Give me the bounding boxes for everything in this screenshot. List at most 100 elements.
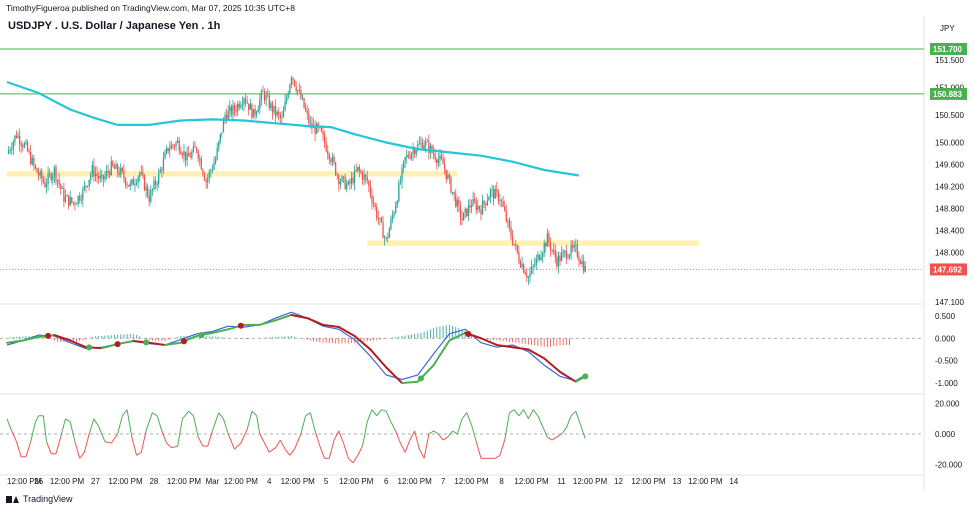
- candle-body: [358, 166, 360, 171]
- stoch-segment: [34, 415, 40, 423]
- stoch-segment: [542, 426, 548, 438]
- candle-body: [504, 206, 506, 211]
- candle-body: [376, 207, 378, 218]
- candle-body: [347, 181, 349, 185]
- macd-cross-marker: [198, 332, 205, 339]
- time-tick-label: 12:00 PM: [631, 477, 666, 486]
- candle-body: [7, 150, 10, 154]
- candle-body: [575, 244, 577, 246]
- macd-signal-segment: [258, 319, 277, 326]
- stoch-segment: [527, 409, 534, 420]
- candle-body: [131, 179, 133, 184]
- supply-zone: [7, 171, 458, 177]
- price-tick-label: 148.000: [935, 249, 964, 258]
- stoch-segment: [136, 451, 142, 456]
- stoch-segment: [537, 415, 544, 427]
- stoch-segment: [284, 448, 291, 456]
- candle-body: [428, 141, 430, 153]
- candle-body: [208, 171, 210, 178]
- macd-signal-segment: [337, 326, 356, 338]
- candle-body: [203, 174, 206, 181]
- stochastic-pane: [0, 409, 924, 464]
- candle-body: [382, 222, 384, 239]
- candle-body: [150, 190, 152, 202]
- candle-body: [349, 181, 351, 184]
- candle-body: [194, 146, 196, 148]
- candle-body: [350, 177, 353, 184]
- ema-line: [6, 80, 580, 177]
- stoch-segment: [251, 410, 257, 417]
- candle-body: [137, 176, 139, 184]
- candle-body: [297, 90, 299, 92]
- time-tick-label: 5: [324, 477, 329, 486]
- candle-body: [156, 183, 158, 185]
- candle-body: [308, 113, 310, 124]
- stoch-segment: [145, 412, 153, 432]
- stoch-segment: [104, 441, 112, 444]
- candle-body: [273, 105, 275, 113]
- candle-body: [238, 103, 240, 108]
- candle-body: [232, 105, 234, 115]
- time-tick-label: 6: [384, 477, 389, 486]
- candle-body: [159, 169, 161, 173]
- candle-body: [282, 110, 285, 118]
- candle-body: [338, 175, 340, 185]
- candle-body: [274, 105, 277, 116]
- candle-body: [23, 143, 26, 148]
- tradingview-logo-icon: [6, 495, 20, 504]
- candle-body: [532, 265, 534, 267]
- stoch-segment: [98, 426, 106, 442]
- candle-body: [455, 194, 457, 207]
- candle-body: [170, 144, 172, 149]
- candle-body: [120, 167, 122, 176]
- stoch-segment: [447, 430, 453, 438]
- candle-body: [499, 200, 501, 202]
- macd-signal-segment: [559, 370, 577, 383]
- time-tick-label: 12:00 PM: [167, 477, 202, 486]
- candle-body: [55, 167, 57, 181]
- candle-body: [564, 250, 566, 252]
- candle-body: [44, 182, 46, 187]
- candle-body: [453, 191, 455, 195]
- candle-body: [96, 173, 98, 177]
- candle-body: [213, 163, 215, 170]
- candle-body: [559, 255, 561, 262]
- macd-signal-segment: [69, 339, 87, 349]
- candle-body: [322, 131, 324, 135]
- candle-body: [327, 151, 329, 155]
- candle-body: [513, 244, 515, 245]
- candle-body: [353, 170, 356, 184]
- candle-body: [546, 233, 549, 247]
- candle-body: [380, 217, 383, 223]
- candle-body: [434, 154, 436, 160]
- candle-body: [492, 189, 495, 199]
- candle-body: [413, 149, 416, 154]
- candle-body: [388, 228, 391, 238]
- candle-body: [399, 181, 402, 183]
- candle-body: [255, 112, 258, 115]
- candle-body: [368, 180, 370, 186]
- stoch-segment: [556, 433, 562, 438]
- candle-body: [579, 260, 582, 265]
- candle-body: [366, 176, 368, 181]
- stoch-segment: [551, 436, 558, 441]
- candle-body: [540, 257, 542, 260]
- candle-body: [518, 252, 520, 262]
- time-tick-label: 12:00 PM: [339, 477, 374, 486]
- candle-body: [365, 174, 367, 177]
- candle-body: [469, 205, 471, 208]
- macd-cross-marker: [417, 375, 424, 382]
- macd-cross-marker: [143, 339, 150, 346]
- candle-body: [52, 175, 54, 181]
- stoch-tick-label: 0.000: [935, 430, 956, 439]
- candle-body: [14, 135, 16, 142]
- stoch-segment: [494, 454, 501, 459]
- candle-body: [415, 150, 417, 154]
- candle-body: [279, 114, 281, 118]
- candle-body: [387, 237, 389, 239]
- candle-body: [241, 104, 244, 106]
- candle-body: [140, 172, 142, 173]
- macd-signal-segment: [401, 380, 419, 385]
- candle-body: [158, 172, 160, 184]
